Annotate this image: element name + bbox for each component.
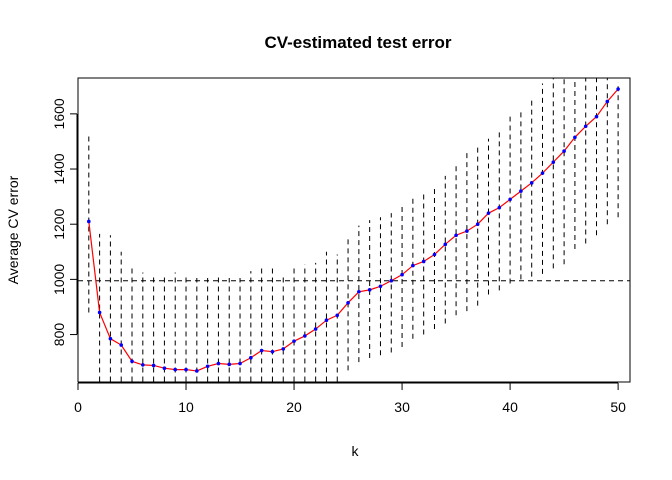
data-point bbox=[195, 369, 199, 373]
data-point bbox=[205, 364, 210, 369]
data-point bbox=[519, 189, 523, 193]
data-point bbox=[97, 310, 102, 315]
data-point bbox=[281, 347, 286, 351]
data-point bbox=[389, 278, 394, 283]
data-point bbox=[335, 313, 340, 318]
data-point bbox=[583, 124, 588, 129]
data-point bbox=[87, 219, 91, 224]
data-point bbox=[551, 160, 556, 164]
data-point bbox=[216, 361, 221, 366]
data-point bbox=[443, 242, 448, 247]
data-point bbox=[141, 363, 145, 367]
data-point bbox=[432, 252, 437, 257]
data-point bbox=[151, 363, 156, 368]
data-point bbox=[616, 87, 620, 91]
data-point bbox=[465, 229, 469, 233]
data-point bbox=[313, 327, 318, 331]
data-point bbox=[130, 359, 134, 364]
data-point bbox=[573, 135, 577, 140]
data-point bbox=[108, 336, 113, 341]
x-tick-label: 20 bbox=[286, 399, 302, 415]
x-tick-label: 10 bbox=[178, 399, 194, 415]
y-axis-label: Average CV error bbox=[5, 175, 21, 284]
data-point bbox=[367, 288, 372, 292]
data-point bbox=[238, 361, 242, 366]
data-point bbox=[119, 343, 124, 347]
data-point bbox=[184, 367, 188, 372]
y-tick-label: 1600 bbox=[51, 98, 67, 129]
data-point bbox=[400, 272, 404, 277]
data-point bbox=[259, 348, 264, 353]
data-point bbox=[475, 222, 480, 227]
plot-layer bbox=[78, 78, 630, 382]
data-point bbox=[562, 149, 566, 153]
data-point bbox=[292, 339, 296, 343]
x-axis-label: k bbox=[352, 443, 360, 459]
y-tick-label: 1200 bbox=[51, 208, 67, 239]
y-axis: 800 1000 1200 1400 1600 bbox=[51, 98, 78, 347]
data-point bbox=[605, 99, 610, 104]
x-tick-label: 50 bbox=[610, 399, 626, 415]
data-point bbox=[378, 284, 383, 289]
y-tick-label: 1400 bbox=[51, 153, 67, 184]
data-point bbox=[249, 355, 253, 360]
data-point bbox=[454, 233, 458, 238]
data-point bbox=[486, 211, 491, 215]
data-point bbox=[357, 289, 361, 294]
data-point bbox=[594, 114, 599, 119]
data-point bbox=[162, 366, 167, 371]
data-point bbox=[497, 205, 502, 210]
data-point bbox=[508, 197, 512, 202]
y-tick-label: 800 bbox=[51, 323, 67, 347]
data-point bbox=[324, 318, 329, 323]
y-tick-label: 1000 bbox=[51, 264, 67, 295]
plot-frame bbox=[77, 77, 631, 383]
x-axis: 0 10 20 30 40 50 bbox=[74, 382, 626, 415]
x-tick-label: 30 bbox=[394, 399, 410, 415]
data-point bbox=[227, 362, 232, 367]
data-point bbox=[346, 301, 350, 305]
data-point bbox=[303, 334, 307, 338]
data-point bbox=[540, 171, 545, 175]
data-point bbox=[270, 349, 275, 354]
data-point bbox=[411, 263, 415, 268]
data-point bbox=[421, 259, 426, 264]
x-tick-label: 0 bbox=[74, 399, 82, 415]
data-point bbox=[173, 367, 178, 372]
chart-title: CV-estimated test error bbox=[264, 33, 451, 52]
series-line bbox=[88, 88, 619, 372]
data-point bbox=[529, 181, 534, 185]
x-tick-label: 40 bbox=[502, 399, 518, 415]
